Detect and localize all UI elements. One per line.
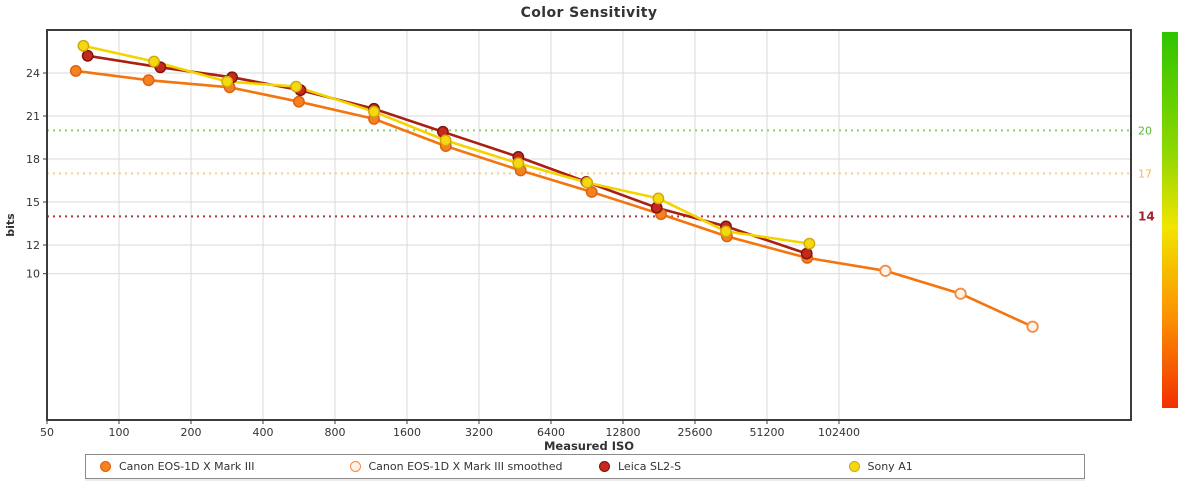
threshold-label-17: 17	[1138, 167, 1152, 180]
data-point	[368, 105, 380, 118]
legend-label-sony: Sony A1	[867, 460, 913, 473]
y-tick-label: 15	[26, 196, 40, 209]
data-point	[803, 237, 816, 250]
data-point	[439, 134, 452, 147]
y-tick-label: 12	[26, 239, 40, 252]
legend-label-canon: Canon EOS-1D X Mark III	[119, 460, 255, 473]
x-tick-label: 800	[325, 426, 346, 439]
x-tick-label: 400	[253, 426, 274, 439]
x-axis-title: Measured ISO	[544, 439, 634, 453]
data-point	[954, 287, 967, 300]
data-point	[581, 176, 594, 189]
series-line-0	[74, 69, 809, 260]
y-axis-title: bits	[4, 213, 17, 237]
y-tick-label: 10	[26, 268, 40, 281]
legend: Canon EOS-1D X Mark III Canon EOS-1D X M…	[85, 454, 1085, 479]
data-point	[148, 55, 160, 68]
x-tick-label: 25600	[678, 426, 713, 439]
threshold-label-14: 14	[1138, 209, 1155, 223]
y-tick-label: 21	[26, 110, 40, 123]
data-point	[69, 65, 82, 77]
legend-label-canon-smoothed: Canon EOS-1D X Mark III smoothed	[368, 460, 563, 473]
data-point	[221, 75, 234, 88]
data-point	[800, 247, 813, 260]
x-tick-label: 51200	[750, 426, 785, 439]
series-lines	[74, 44, 1034, 329]
x-tick-label: 6400	[537, 426, 565, 439]
threshold-lines: 20 17 14	[47, 124, 1155, 223]
plot-border	[46, 29, 1132, 421]
data-point	[879, 264, 892, 277]
data-point	[292, 95, 305, 108]
data-point	[720, 225, 732, 238]
gridlines	[46, 30, 1131, 420]
legend-item-sony: Sony A1	[835, 460, 1085, 473]
x-tick-label: 100	[109, 426, 130, 439]
data-point	[585, 186, 598, 198]
legend-item-canon-smoothed: Canon EOS-1D X Mark III smoothed	[336, 460, 586, 473]
series-points	[69, 39, 1039, 333]
data-point	[142, 74, 155, 87]
data-point	[77, 39, 90, 52]
x-tick-label: 102400	[818, 426, 860, 439]
legend-item-leica: Leica SL2-S	[585, 460, 835, 473]
chart-title: Color Sensitivity	[520, 5, 658, 21]
x-tick-label: 3200	[465, 426, 493, 439]
x-tick-label: 12800	[606, 426, 641, 439]
x-tick-label: 200	[181, 426, 202, 439]
data-point	[81, 49, 94, 62]
data-point	[290, 80, 302, 93]
y-tick-label: 24	[26, 67, 40, 80]
legend-label-leica: Leica SL2-S	[618, 460, 682, 473]
data-point	[512, 157, 525, 170]
data-point	[652, 192, 665, 205]
series-line-1	[805, 256, 1034, 329]
quality-gradient-bar	[1162, 32, 1178, 408]
y-tick-label: 18	[26, 153, 40, 166]
data-point	[1026, 320, 1039, 333]
x-tick-label: 1600	[393, 426, 421, 439]
axis-labels: 50 100 200 400 800 1600 3200 6400 12800 25600 5120…	[26, 67, 860, 439]
data-point	[650, 201, 663, 214]
legend-item-canon: Canon EOS-1D X Mark III	[86, 460, 336, 473]
threshold-label-20: 20	[1138, 124, 1152, 137]
x-tick-label: 50	[40, 426, 54, 439]
sony-marker-icon	[848, 461, 860, 472]
canon-marker-icon	[100, 461, 111, 472]
canon-smoothed-marker-icon	[349, 461, 361, 472]
leica-marker-icon	[599, 461, 610, 472]
